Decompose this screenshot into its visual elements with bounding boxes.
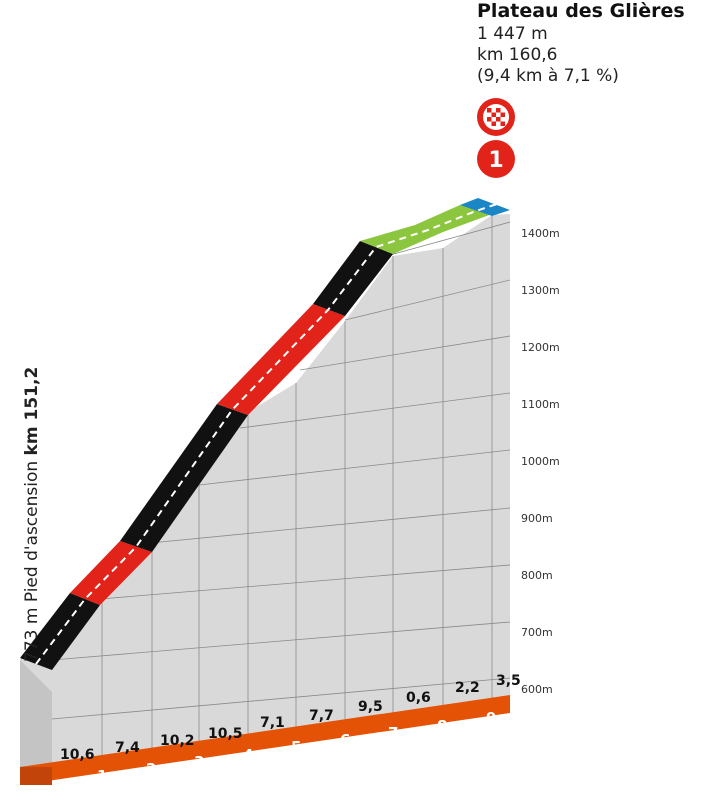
- svg-text:900m: 900m: [521, 512, 553, 525]
- svg-text:1000m: 1000m: [521, 455, 560, 468]
- summit-km: km 160,6: [477, 45, 558, 65]
- category-1-icon: 1: [477, 140, 515, 178]
- svg-text:8: 8: [437, 717, 447, 735]
- svg-text:6: 6: [340, 731, 350, 749]
- svg-text:1: 1: [488, 148, 503, 173]
- svg-text:600m: 600m: [521, 683, 553, 696]
- svg-text:10,5: 10,5: [208, 726, 243, 742]
- road-segment-red-2: [217, 304, 345, 415]
- road-segment-blue: [460, 198, 510, 216]
- svg-text:1100m: 1100m: [521, 398, 560, 411]
- svg-text:1400m: 1400m: [521, 227, 560, 240]
- svg-text:9: 9: [486, 709, 496, 727]
- svg-text:7,4: 7,4: [115, 740, 140, 756]
- svg-text:2: 2: [146, 760, 156, 778]
- svg-text:7: 7: [388, 724, 398, 742]
- svg-text:10,6: 10,6: [60, 747, 95, 763]
- svg-text:7,1: 7,1: [260, 715, 285, 731]
- road-centerline: [35, 202, 501, 665]
- road-segment-black-3: [313, 241, 393, 316]
- profile-face: [20, 214, 510, 767]
- climb-start-label: 773 m Pied d'ascension km 151,2: [22, 366, 42, 662]
- summit-altitude: 1 447 m: [477, 24, 548, 44]
- svg-text:1: 1: [97, 767, 107, 785]
- km-markers: 1 2 3 4 5 6 7 8 9: [97, 709, 496, 785]
- base-side: [20, 660, 52, 767]
- base-strip: [20, 695, 510, 785]
- summit-name: Plateau des Glières: [477, 0, 685, 22]
- svg-text:700m: 700m: [521, 626, 553, 639]
- svg-text:1300m: 1300m: [521, 284, 560, 297]
- svg-text:3,5: 3,5: [496, 673, 521, 689]
- svg-text:10,2: 10,2: [160, 733, 195, 749]
- road-segment-red-1: [70, 541, 152, 605]
- svg-text:1200m: 1200m: [521, 341, 560, 354]
- svg-text:9,5: 9,5: [358, 699, 383, 715]
- svg-text:0,6: 0,6: [406, 690, 431, 706]
- svg-text:800m: 800m: [521, 569, 553, 582]
- svg-text:3: 3: [194, 753, 204, 771]
- base-strip-side: [20, 767, 52, 785]
- altitude-gridlines: [51, 221, 511, 720]
- y-axis-labels: 600m 700m 800m 900m 1000m 1100m 1200m 13…: [521, 227, 560, 696]
- svg-text:2,2: 2,2: [455, 680, 480, 696]
- road-segment-black-2: [120, 404, 248, 552]
- gradient-labels: 10,6 7,4 10,2 10,5 7,1 7,7 9,5 0,6 2,2 3…: [60, 673, 521, 763]
- svg-text:4: 4: [243, 746, 253, 764]
- svg-text:5: 5: [291, 738, 301, 756]
- finish-flag-icon: [477, 98, 515, 136]
- summit-climb: (9,4 km à 7,1 %): [477, 66, 619, 86]
- svg-text:7,7: 7,7: [309, 708, 334, 724]
- km-gridlines: [101, 215, 493, 760]
